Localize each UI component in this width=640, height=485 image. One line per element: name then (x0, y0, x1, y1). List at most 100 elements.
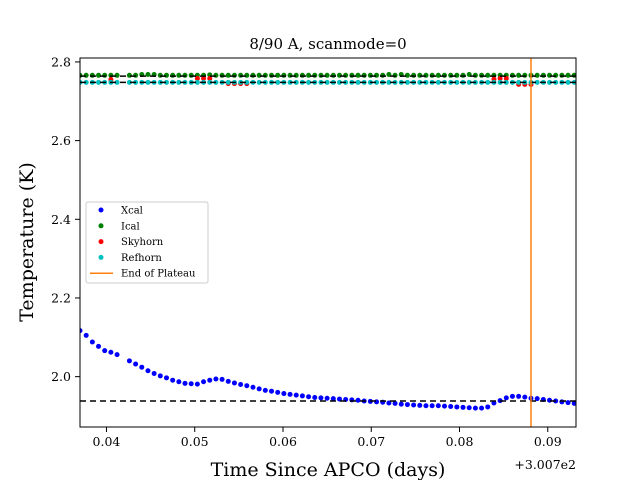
point-ical (102, 72, 108, 78)
point-ical (89, 72, 95, 78)
point-refhorn (417, 79, 423, 85)
point-ical (417, 72, 423, 78)
point-refhorn (225, 79, 231, 85)
point-refhorn (454, 79, 460, 85)
point-xcal (96, 343, 102, 349)
point-ical (522, 72, 528, 78)
point-ical (145, 72, 151, 78)
legend-label: Refhorn (121, 253, 162, 264)
point-xcal (516, 393, 522, 399)
point-xcal (565, 400, 571, 406)
legend-marker (98, 254, 104, 260)
point-ical (349, 72, 355, 78)
point-refhorn (355, 79, 361, 85)
point-ical (460, 72, 466, 78)
point-xcal (472, 405, 478, 411)
point-xcal (423, 403, 429, 409)
x-axis: 0.04 0.05 0.06 0.07 0.08 0.09 (93, 427, 562, 449)
point-xcal (547, 397, 553, 403)
legend-entry-end-of-plateau: End of Plateau (90, 269, 196, 280)
legend-marker (98, 239, 104, 245)
point-refhorn (374, 79, 380, 85)
point-ical (516, 72, 522, 78)
y-tick-label: 2.4 (51, 212, 71, 227)
point-ical (534, 72, 540, 78)
y-axis-label: Temperature (K) (16, 162, 38, 322)
point-xcal (182, 380, 188, 386)
legend-marker (98, 207, 104, 213)
point-xcal (392, 400, 398, 406)
point-ical (540, 72, 546, 78)
point-xcal (534, 396, 540, 402)
point-refhorn (126, 79, 132, 85)
point-xcal (571, 400, 576, 406)
point-xcal (299, 393, 305, 399)
point-xcal (126, 358, 132, 364)
point-xcal (448, 404, 454, 410)
chart-title: 8/90 A, scanmode=0 (249, 35, 406, 53)
point-ical (114, 72, 120, 78)
x-axis-label: Time Since APCO (days) (211, 459, 446, 480)
point-xcal (411, 402, 417, 408)
point-xcal (133, 361, 139, 367)
point-ical (126, 72, 132, 78)
point-xcal (114, 352, 120, 358)
point-refhorn (207, 79, 213, 85)
point-ical (392, 72, 398, 78)
point-ical (244, 72, 250, 78)
point-ical (559, 72, 565, 78)
series-xcal (80, 328, 576, 411)
point-xcal (256, 386, 262, 392)
point-xcal (466, 405, 472, 411)
point-refhorn (194, 79, 200, 85)
point-ical (361, 72, 367, 78)
point-refhorn (176, 79, 182, 85)
point-xcal (102, 348, 108, 354)
point-xcal (293, 392, 299, 398)
point-ical (454, 72, 460, 78)
point-ical (429, 72, 435, 78)
legend-label: End of Plateau (121, 269, 196, 280)
point-ical (182, 72, 188, 78)
point-ical (553, 72, 559, 78)
point-xcal (287, 391, 293, 397)
point-xcal (417, 402, 423, 408)
point-ical (287, 72, 293, 78)
point-xcal (312, 395, 318, 400)
point-xcal (225, 378, 231, 384)
point-xcal (281, 391, 287, 397)
point-xcal (80, 328, 83, 334)
point-xcal (398, 401, 404, 407)
point-ical (442, 72, 447, 78)
x-tick-label: 0.07 (357, 434, 385, 449)
point-ical (275, 72, 281, 78)
point-xcal (559, 399, 565, 405)
point-xcal (324, 395, 330, 401)
point-ical (133, 72, 139, 78)
point-xcal (157, 373, 163, 379)
point-ical (163, 72, 169, 78)
point-xcal (188, 381, 194, 387)
point-ical (188, 72, 194, 78)
point-ical (238, 72, 244, 78)
axes-frame (79, 57, 577, 428)
y-axis: 2.0 2.2 2.4 2.6 2.8 (51, 54, 80, 384)
point-ical (219, 72, 225, 78)
point-skyhorn (503, 75, 509, 81)
point-xcal (219, 376, 225, 382)
point-ical (479, 72, 485, 78)
point-refhorn (306, 79, 312, 85)
legend-entry-ical: Ical (98, 221, 140, 232)
point-ical (83, 72, 89, 78)
point-refhorn (466, 79, 472, 85)
plot-area (80, 58, 576, 427)
point-xcal (479, 405, 485, 411)
point-xcal (355, 397, 361, 403)
point-ical (547, 72, 553, 78)
point-refhorn (547, 79, 553, 85)
point-xcal (250, 384, 256, 390)
point-refhorn (324, 79, 330, 85)
point-ical (262, 72, 268, 78)
point-xcal (454, 404, 460, 410)
point-ical (176, 72, 182, 78)
